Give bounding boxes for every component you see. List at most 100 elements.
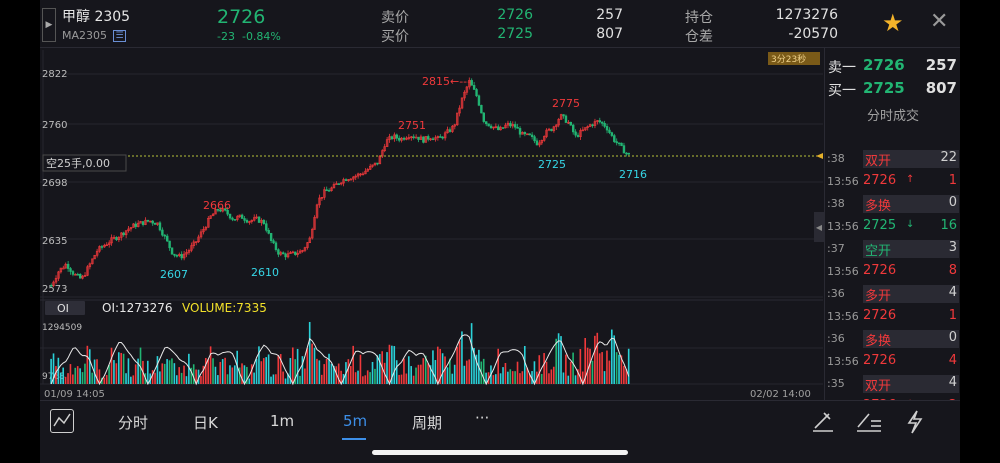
volume-bar bbox=[581, 371, 584, 384]
trade-seconds: :35 bbox=[827, 377, 845, 390]
tab-5m[interactable]: 5m bbox=[343, 412, 368, 430]
candle bbox=[405, 137, 408, 140]
candle bbox=[625, 152, 628, 155]
volume-bar bbox=[449, 358, 451, 384]
edit-drawing-icon[interactable] bbox=[854, 409, 881, 435]
symbol-name[interactable]: 甲醇 2305 bbox=[62, 9, 131, 25]
y-tick-label: 2635 bbox=[42, 236, 67, 247]
volume-bar bbox=[347, 359, 350, 384]
volume-bar bbox=[567, 375, 570, 384]
countdown-badge bbox=[768, 52, 820, 65]
candle bbox=[530, 134, 534, 137]
more-button[interactable]: ··· bbox=[475, 409, 490, 427]
candle bbox=[190, 245, 193, 251]
trough-annotation: 2725 bbox=[538, 158, 566, 171]
ask-label: 卖价 bbox=[381, 10, 409, 26]
star-icon[interactable]: ★ bbox=[882, 9, 904, 37]
volume-bar bbox=[183, 365, 185, 384]
candle bbox=[368, 165, 372, 170]
candle bbox=[545, 129, 548, 137]
indicator-oi-button[interactable] bbox=[45, 301, 85, 315]
volume-bar bbox=[258, 346, 260, 384]
trade-volume: 8 bbox=[948, 263, 957, 278]
expand-sidebar-button[interactable]: ▶ bbox=[42, 8, 56, 42]
candle bbox=[538, 142, 541, 146]
trade-row: 13:56 2725 ↓ 16:37 空开 3 bbox=[825, 218, 960, 263]
buy1-qty: 807 bbox=[925, 79, 957, 97]
candle bbox=[424, 136, 427, 143]
app-window: ▶ 甲醇 2305 MA2305 ☰ 2726 -23 -0.84% 卖价 买价 … bbox=[40, 0, 960, 463]
order-label-box[interactable] bbox=[42, 154, 127, 172]
home-indicator[interactable] bbox=[372, 450, 628, 455]
order-line-label: 空25手,0.00 bbox=[46, 156, 110, 170]
candle bbox=[564, 115, 568, 123]
candle bbox=[417, 136, 420, 140]
trade-kind-volume: 0 bbox=[948, 195, 957, 210]
candle bbox=[69, 268, 72, 272]
candle bbox=[64, 263, 67, 269]
candle bbox=[448, 129, 452, 132]
volume-bar bbox=[393, 346, 396, 384]
tab-daily[interactable]: 日K bbox=[193, 414, 218, 432]
panel-collapse-handle[interactable]: ◀ bbox=[814, 212, 824, 242]
kline-chart[interactable]: 2822 2760 2698 2635 2573 3分23秒 空25手,0.00… bbox=[40, 48, 823, 400]
volume-bar bbox=[463, 365, 466, 384]
volume-bar bbox=[113, 360, 115, 384]
volume-bar bbox=[175, 375, 178, 384]
trade-kind-volume: 3 bbox=[948, 240, 957, 255]
volume-bar bbox=[444, 356, 446, 384]
volume-bar bbox=[110, 347, 113, 384]
candle bbox=[562, 114, 565, 117]
volume-bar bbox=[577, 369, 579, 384]
volume-bar bbox=[398, 374, 400, 384]
lightning-icon[interactable] bbox=[902, 409, 928, 435]
candle bbox=[122, 232, 125, 236]
volume-bar bbox=[202, 365, 205, 384]
candle bbox=[555, 124, 558, 128]
tab-period[interactable]: 周期 bbox=[412, 414, 443, 432]
peak-annotation: 2775 bbox=[552, 97, 580, 110]
draw-line-icon[interactable] bbox=[810, 409, 836, 435]
peak-annotation: 2751 bbox=[398, 119, 426, 132]
volume-bar bbox=[279, 354, 282, 384]
orderbook-sell1: 卖一 2726 257 bbox=[825, 55, 960, 77]
chart-canvas[interactable]: 2822 2760 2698 2635 2573 3分23秒 空25手,0.00… bbox=[40, 48, 823, 400]
volume-bar bbox=[485, 372, 487, 384]
candle bbox=[240, 214, 244, 219]
volume-bar bbox=[318, 360, 321, 384]
candle bbox=[426, 136, 430, 140]
trade-kind: 空开 bbox=[865, 244, 892, 259]
candle bbox=[228, 213, 232, 219]
candle bbox=[139, 221, 142, 224]
candle bbox=[117, 237, 121, 241]
candle bbox=[216, 209, 220, 211]
sell1-price: 2726 bbox=[863, 56, 905, 74]
chart-type-icon[interactable] bbox=[50, 409, 74, 433]
candle bbox=[170, 247, 174, 255]
volume-bar bbox=[64, 376, 67, 384]
volume-bar bbox=[371, 361, 374, 384]
list-icon[interactable]: ☰ bbox=[113, 30, 127, 42]
volume-bar bbox=[441, 353, 444, 384]
candle bbox=[477, 95, 481, 106]
volume-bar bbox=[250, 364, 253, 384]
lower-y-tick: 1294509 bbox=[42, 323, 82, 333]
volume-bar bbox=[108, 365, 110, 384]
candle bbox=[463, 91, 466, 99]
volume-bar bbox=[589, 348, 591, 384]
ask-price: 2726 bbox=[497, 7, 533, 23]
trade-price: 2725 bbox=[863, 218, 897, 233]
volume-bar bbox=[560, 336, 562, 384]
volume-bar bbox=[325, 358, 328, 384]
candle bbox=[327, 190, 331, 192]
trade-row: 13:56 2726 8:36 多开 4 bbox=[825, 263, 960, 308]
candle bbox=[151, 220, 154, 224]
tab-1m[interactable]: 1m bbox=[270, 412, 295, 430]
candle bbox=[86, 266, 89, 276]
tab-timeshare[interactable]: 分时 bbox=[118, 414, 149, 432]
close-icon[interactable]: ✕ bbox=[930, 9, 949, 34]
candle bbox=[414, 136, 418, 139]
candle bbox=[95, 250, 99, 256]
buy1-price: 2725 bbox=[863, 79, 905, 97]
volume-bar bbox=[461, 331, 463, 384]
